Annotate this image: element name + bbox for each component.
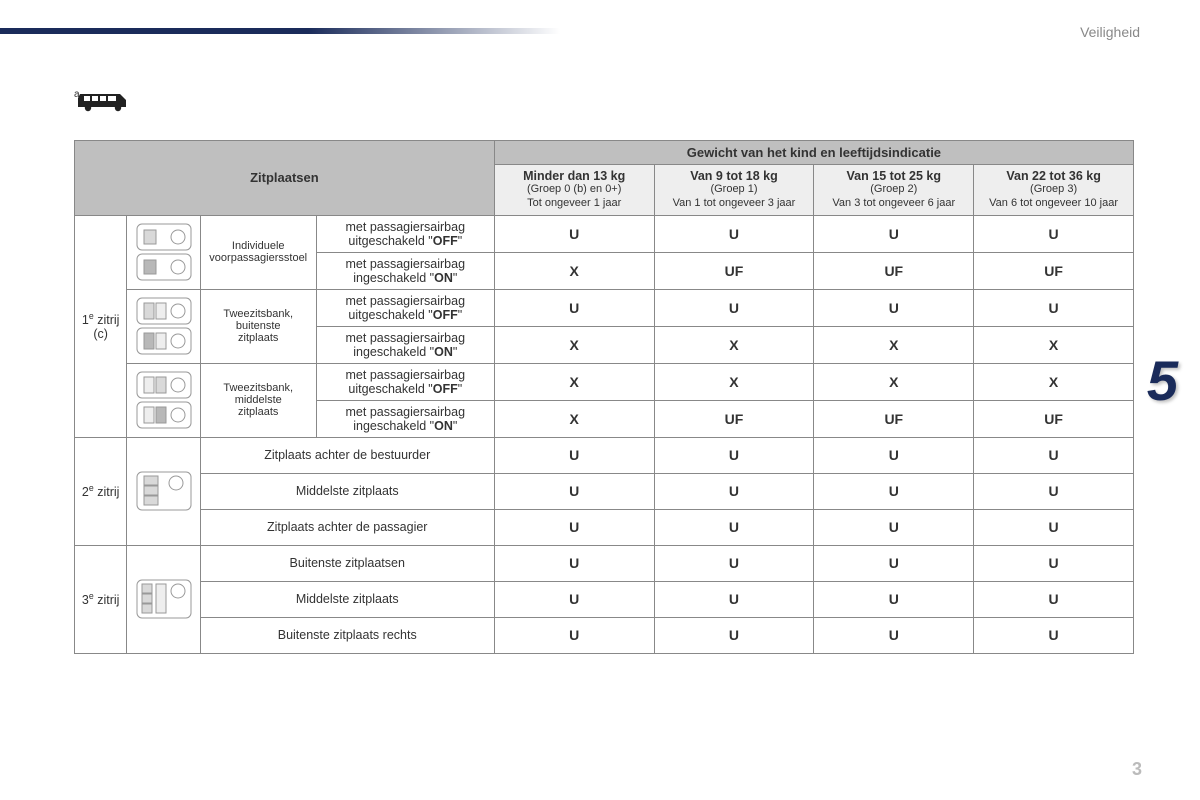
airbag-on: met passagiersairbag ingeschakeld "ON" xyxy=(316,252,494,289)
table-cell: U xyxy=(814,581,974,617)
row3-label: 3e zitrij xyxy=(75,545,127,653)
page-number: 3 xyxy=(1132,759,1142,780)
table-cell: U xyxy=(814,545,974,581)
row2-label: 2e zitrij xyxy=(75,437,127,545)
table-cell: UF xyxy=(654,400,814,437)
table-cell: X xyxy=(654,326,814,363)
table-cell: U xyxy=(494,437,654,473)
table-cell: U xyxy=(494,617,654,653)
seat-bench-middle: Tweezitsbank,middelstezitplaats xyxy=(200,363,316,437)
van-icon: a xyxy=(74,88,132,119)
table-cell: U xyxy=(654,289,814,326)
table-cell: U xyxy=(654,617,814,653)
airbag-on: met passagiersairbag ingeschakeld "ON" xyxy=(316,326,494,363)
seat-diagram-icon xyxy=(127,289,200,363)
table-cell: X xyxy=(494,363,654,400)
row2-seat2: Middelste zitplaats xyxy=(200,473,494,509)
table-cell: U xyxy=(974,437,1134,473)
seat-diagram-icon xyxy=(127,363,200,437)
table-cell: U xyxy=(814,437,974,473)
table-cell: U xyxy=(814,473,974,509)
table-cell: X xyxy=(974,363,1134,400)
child-seat-table: Zitplaatsen Gewicht van het kind en leef… xyxy=(74,140,1134,654)
table-cell: U xyxy=(974,473,1134,509)
table-cell: U xyxy=(494,545,654,581)
table-cell: UF xyxy=(974,252,1134,289)
table-cell: U xyxy=(814,215,974,252)
table-cell: U xyxy=(814,289,974,326)
table-cell: UF xyxy=(814,400,974,437)
col-1: Van 9 tot 18 kg (Groep 1) Van 1 tot onge… xyxy=(654,165,814,216)
table-cell: U xyxy=(494,215,654,252)
table-cell: X xyxy=(494,400,654,437)
zitplaatsen-header: Zitplaatsen xyxy=(250,170,319,185)
table-cell: UF xyxy=(814,252,974,289)
table-cell: UF xyxy=(654,252,814,289)
table-cell: U xyxy=(654,509,814,545)
col-2: Van 15 tot 25 kg (Groep 2) Van 3 tot ong… xyxy=(814,165,974,216)
table-cell: U xyxy=(654,437,814,473)
table-cell: U xyxy=(814,617,974,653)
table-cell: U xyxy=(974,617,1134,653)
row2-seat3: Zitplaats achter de passagier xyxy=(200,509,494,545)
table-cell: X xyxy=(494,252,654,289)
table-cell: U xyxy=(654,545,814,581)
table-cell: U xyxy=(494,509,654,545)
seat-individual: Individuele voorpassagiersstoel xyxy=(200,215,316,289)
table-cell: X xyxy=(654,363,814,400)
table-cell: U xyxy=(974,215,1134,252)
col-0: Minder dan 13 kg (Groep 0 (b) en 0+) Tot… xyxy=(494,165,654,216)
row2-seat1: Zitplaats achter de bestuurder xyxy=(200,437,494,473)
table-cell: U xyxy=(654,473,814,509)
table-cell: U xyxy=(654,215,814,252)
table-cell: X xyxy=(814,326,974,363)
airbag-off: met passagiersairbag uitgeschakeld "OFF" xyxy=(316,289,494,326)
table-cell: U xyxy=(974,545,1134,581)
airbag-on: met passagiersairbag ingeschakeld "ON" xyxy=(316,400,494,437)
airbag-off: met passagiersairbag uitgeschakeld "OFF" xyxy=(316,215,494,252)
table-cell: U xyxy=(974,581,1134,617)
table-cell: X xyxy=(814,363,974,400)
seat-diagram-icon xyxy=(127,437,200,545)
row3-seat1: Buitenste zitplaatsen xyxy=(200,545,494,581)
table-cell: X xyxy=(974,326,1134,363)
table-cell: U xyxy=(974,509,1134,545)
row1-label: 1e zitrij (c) xyxy=(75,215,127,437)
seat-bench-outer: Tweezitsbank,buitenstezitplaats xyxy=(200,289,316,363)
table-cell: U xyxy=(974,289,1134,326)
section-title: Veiligheid xyxy=(1080,24,1140,40)
header-accent-bar xyxy=(0,28,560,34)
seat-diagram-icon xyxy=(127,215,200,289)
seat-diagram-icon xyxy=(127,545,200,653)
table-cell: U xyxy=(494,473,654,509)
weight-header: Gewicht van het kind en leeftijdsindicat… xyxy=(687,145,941,160)
row3-seat3: Buitenste zitplaats rechts xyxy=(200,617,494,653)
col-3: Van 22 tot 36 kg (Groep 3) Van 6 tot ong… xyxy=(974,165,1134,216)
table-cell: X xyxy=(494,326,654,363)
table-cell: U xyxy=(494,289,654,326)
airbag-off: met passagiersairbag uitgeschakeld "OFF" xyxy=(316,363,494,400)
table-cell: U xyxy=(494,581,654,617)
table-cell: U xyxy=(814,509,974,545)
row3-seat2: Middelste zitplaats xyxy=(200,581,494,617)
table-cell: U xyxy=(654,581,814,617)
table-cell: UF xyxy=(974,400,1134,437)
chapter-number: 5 xyxy=(1147,348,1178,413)
